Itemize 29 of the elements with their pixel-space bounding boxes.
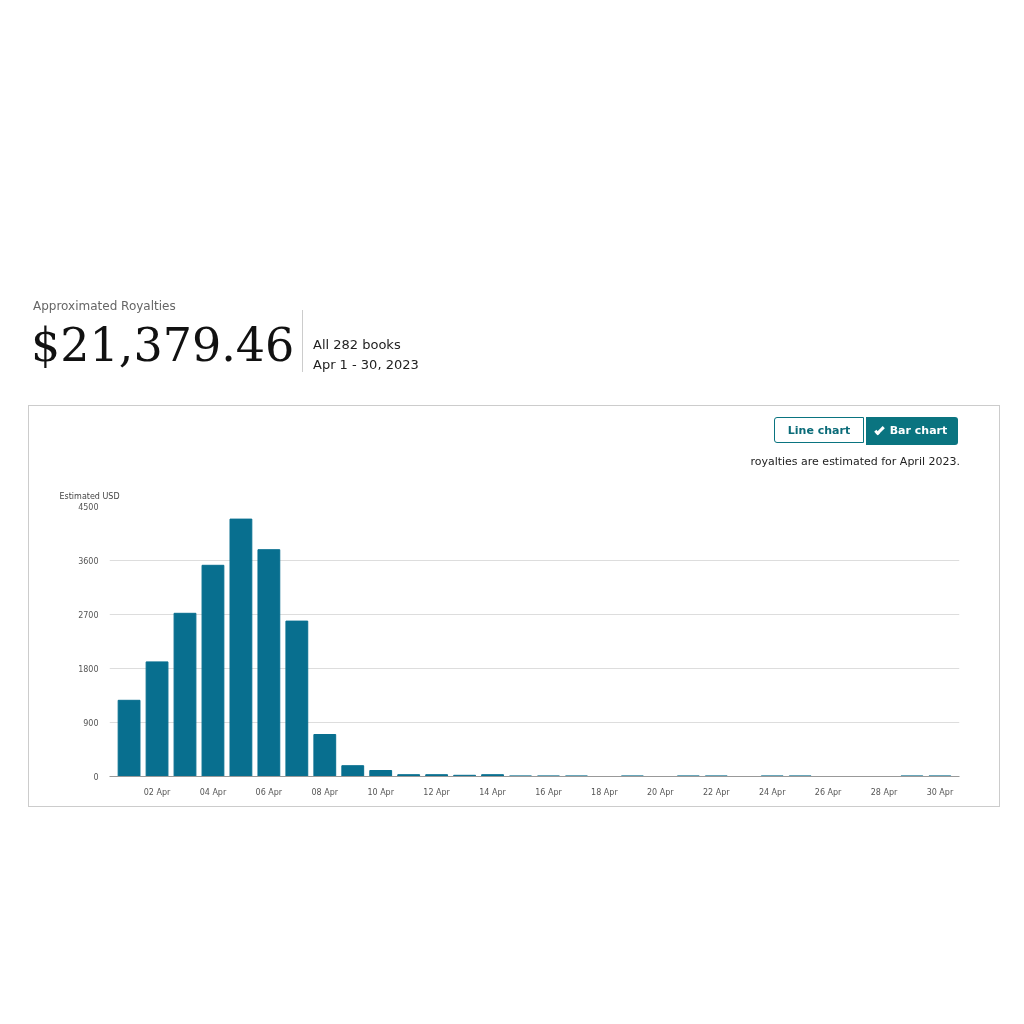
chart-subtitle: $21,379.46 [31,317,295,374]
x-tick-label: 24 Apr [758,787,787,797]
y-tick-label: 2700 [78,611,99,620]
text: royalties are estimated for April 2023. [750,454,960,470]
x-tick-label: 20 Apr [647,787,675,797]
x-tick-label: 04 Apr [199,787,227,797]
y-tick-label: 900 [83,719,99,728]
text: All 282 books [313,336,401,354]
x-tick-label: 22 Apr [702,787,731,797]
x-tick-label: 16 Apr [535,787,563,797]
x-tick-label: 10 Apr [367,787,395,797]
y-tick-label: 3600 [78,557,99,566]
x-tick-label: 12 Apr [423,787,451,797]
chart-title: Approximated Royalties [33,298,176,315]
text: Apr 1 - 30, 2023 [313,356,419,374]
x-tick-label: 08 Apr [311,787,339,797]
x-tick-label: 02 Apr [143,787,172,797]
y-tick-label: 4500 [78,503,99,512]
text: Bar chart [866,417,958,445]
x-tick-label: 30 Apr [926,787,954,797]
y-axis-title: Estimated USD [59,491,120,501]
x-tick-label: 26 Apr [814,787,843,797]
x-tick-label: 06 Apr [255,787,283,797]
x-tick-label: 18 Apr [591,787,619,797]
text: Line chart [774,417,864,443]
x-tick-label: 14 Apr [479,787,507,797]
x-tick-label: 28 Apr [870,787,898,797]
y-tick-label: 1800 [78,665,99,674]
y-tick-label: 0 [93,773,99,782]
